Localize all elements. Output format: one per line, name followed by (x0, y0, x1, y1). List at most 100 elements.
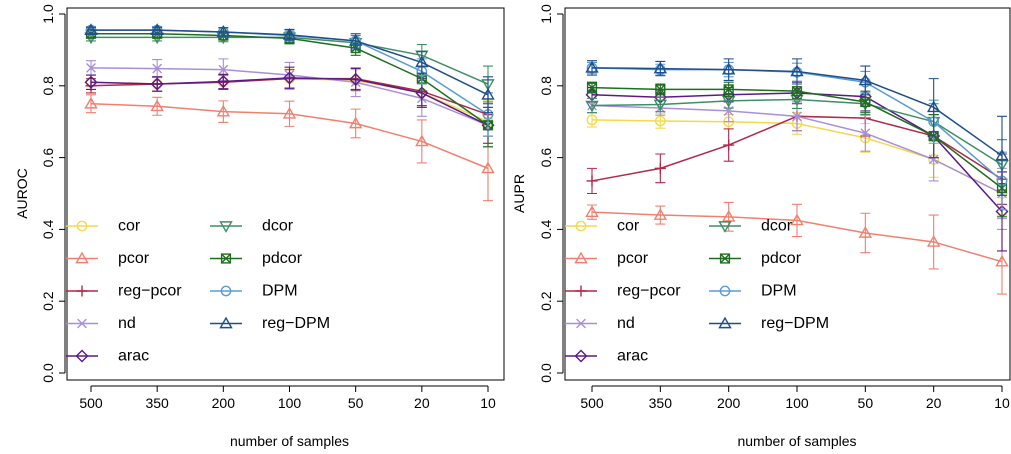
error-bar (792, 58, 802, 85)
data-point (654, 162, 666, 174)
legend-marker (77, 318, 87, 329)
error-bar (928, 78, 939, 137)
series-1 (585, 201, 1009, 295)
x-tick-label: 500 (79, 395, 103, 411)
data-point (654, 115, 666, 127)
legend-marker (718, 316, 732, 329)
error-bar (997, 115, 1007, 196)
data-point (586, 175, 598, 187)
legend-label: pcor (118, 250, 150, 267)
data-point (415, 55, 429, 68)
y-tick-label: 0.0 (538, 363, 554, 383)
x-tick-label: 20 (926, 395, 942, 411)
legend-label: cor (617, 218, 640, 235)
legend-label: reg−pcor (617, 283, 681, 300)
y-tick-label: 1.0 (40, 4, 56, 24)
error-bar (350, 108, 361, 139)
data-point (792, 111, 802, 122)
plot-frame (66, 7, 505, 381)
data-point (791, 86, 803, 97)
data-point (150, 99, 164, 112)
legend-marker (219, 316, 233, 329)
y-tick-label: 0.8 (40, 76, 56, 96)
legend-label: DPM (761, 283, 797, 300)
legend-marker (220, 253, 232, 264)
data-point (150, 77, 164, 91)
legend-marker (719, 285, 731, 297)
data-point (858, 73, 873, 86)
error-bar (86, 26, 96, 34)
legend-marker (575, 220, 587, 232)
data-point (481, 161, 495, 174)
legend-marker (75, 349, 89, 363)
data-point (928, 154, 939, 165)
data-point (723, 84, 734, 95)
y-tick-label: 0.4 (538, 219, 554, 239)
data-point (995, 254, 1009, 267)
data-point (790, 64, 804, 77)
y-tick-label: 0.6 (40, 148, 56, 168)
legend-marker (219, 221, 233, 233)
x-tick-label: 10 (480, 395, 496, 411)
legend-label: DPM (262, 283, 298, 300)
series-8 (84, 23, 495, 114)
data-point (216, 104, 231, 117)
data-point (926, 235, 941, 247)
series-5 (585, 89, 1009, 191)
legend-label: pdcor (262, 250, 303, 267)
legend-label: pdcor (761, 250, 802, 267)
legend-label: pcor (617, 250, 649, 267)
legend-marker (575, 285, 587, 297)
data-point (653, 61, 668, 74)
y-axis-label: AUPR (511, 174, 527, 213)
data-point (585, 60, 599, 73)
y-tick-label: 0.8 (538, 76, 554, 96)
data-point (84, 96, 98, 109)
data-point-cross (655, 84, 666, 95)
data-point (348, 116, 363, 129)
legend-marker (76, 285, 88, 297)
data-point (723, 139, 735, 151)
data-point (585, 100, 599, 113)
data-point (84, 75, 98, 89)
legend-label: arac (118, 348, 149, 365)
x-tick-label: 100 (278, 395, 302, 411)
legend-label: reg−pcor (118, 283, 182, 300)
data-point (585, 205, 599, 217)
data-point-cross (587, 82, 597, 93)
data-point-cross (723, 84, 734, 95)
legend-label: arac (617, 348, 648, 365)
y-tick-label: 0.2 (538, 291, 554, 311)
data-point (860, 96, 871, 108)
x-tick-label: 50 (858, 395, 874, 411)
error-bar (350, 68, 361, 91)
x-tick-label: 10 (994, 395, 1010, 411)
legend-label: reg−DPM (262, 315, 330, 332)
plot-frame (564, 7, 1011, 381)
y-tick-label: 1.0 (538, 4, 554, 24)
x-axis-label: number of samples (737, 433, 856, 449)
legend-label: dcor (262, 218, 294, 235)
legend-marker (574, 251, 588, 264)
legend-marker (576, 318, 586, 329)
legend-marker (220, 285, 232, 297)
data-point (218, 64, 229, 75)
data-point (216, 25, 231, 37)
y-tick-label: 0.2 (40, 291, 56, 311)
series-3 (587, 97, 1007, 220)
error-bar (792, 203, 802, 238)
error-bar (723, 58, 734, 81)
x-tick-label: 200 (212, 395, 236, 411)
series-1 (84, 94, 495, 202)
data-point (150, 23, 164, 35)
data-point (481, 87, 495, 100)
error-bar (483, 76, 493, 114)
legend: cor pcor reg−pcor nd arac dcor pdcor DPM reg−DPM (565, 218, 829, 365)
x-tick-label: 200 (717, 395, 741, 411)
legend-marker (75, 251, 89, 264)
legend-marker-cross (720, 253, 730, 264)
auroc-panel: 0.0 0.2 0.4 0.6 0.8 1.0 AUROC 500 350 200 100 50 20 1… (14, 4, 505, 449)
error-bar (284, 66, 295, 90)
data-point (84, 23, 98, 35)
